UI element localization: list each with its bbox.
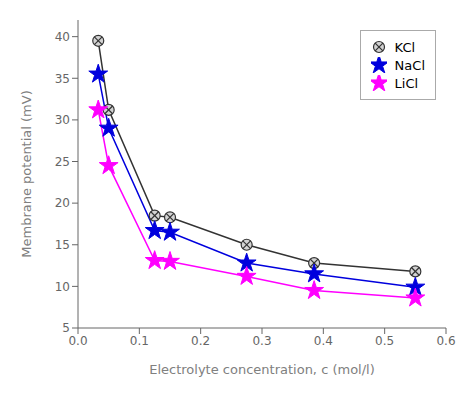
svg-text:15: 15 xyxy=(55,238,70,252)
svg-text:Electrolyte concentration, c (: Electrolyte concentration, c (mol/l) xyxy=(149,362,375,377)
svg-text:35: 35 xyxy=(55,72,70,86)
svg-text:25: 25 xyxy=(55,155,70,169)
svg-text:Membrane potential (mV): Membrane potential (mV) xyxy=(19,90,34,257)
svg-text:0.0: 0.0 xyxy=(68,334,87,348)
svg-text:0.2: 0.2 xyxy=(191,334,210,348)
svg-text:30: 30 xyxy=(55,113,70,127)
html-text:KCl: KCl xyxy=(394,39,416,55)
svg-text:20: 20 xyxy=(55,196,70,210)
svg-text:0.4: 0.4 xyxy=(314,334,333,348)
svg-text:0.3: 0.3 xyxy=(252,334,271,348)
html-text:LiCl: LiCl xyxy=(394,75,419,91)
svg-text:10: 10 xyxy=(55,280,70,294)
svg-text:0.5: 0.5 xyxy=(375,334,394,348)
svg-text:5: 5 xyxy=(62,321,70,335)
svg-text:40: 40 xyxy=(55,30,70,44)
svg-text:0.1: 0.1 xyxy=(130,334,149,348)
html-text:NaCl: NaCl xyxy=(394,57,425,73)
svg-text:0.6: 0.6 xyxy=(436,334,455,348)
